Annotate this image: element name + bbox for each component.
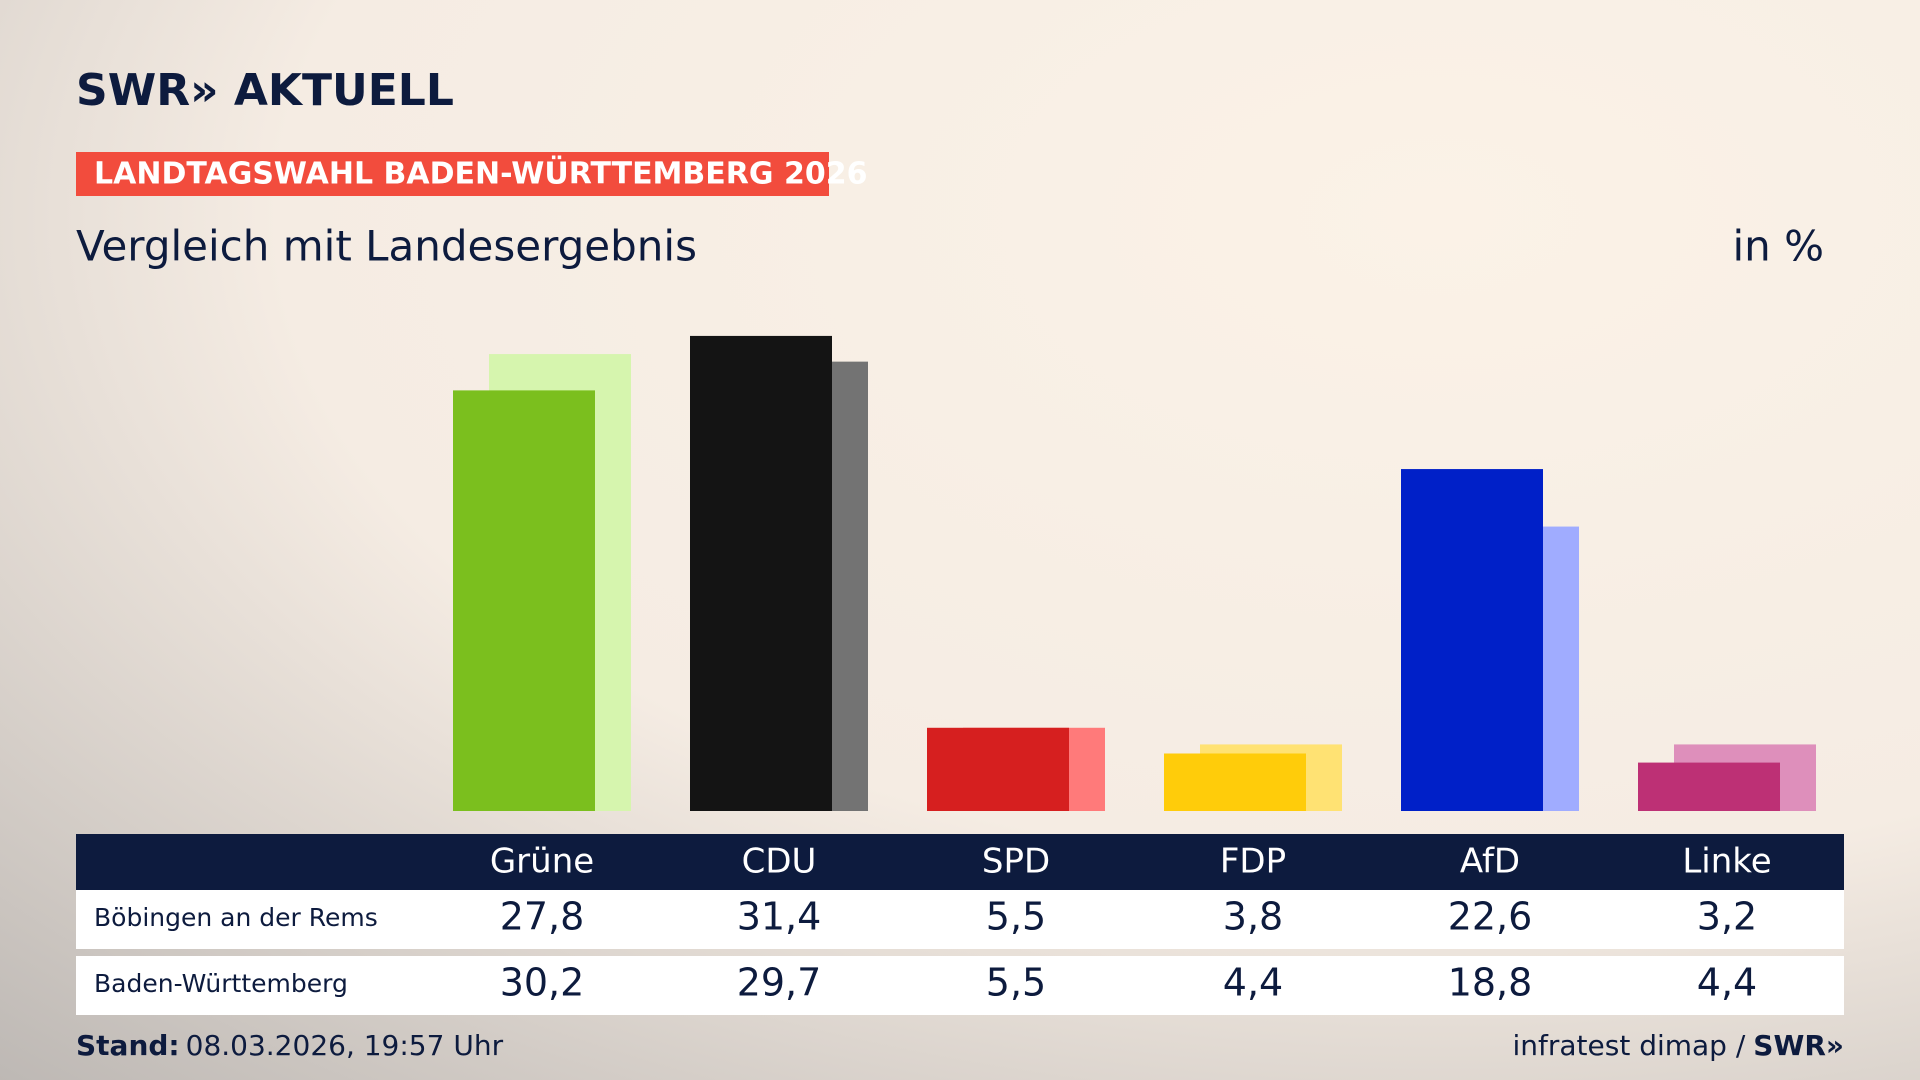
value-label: 5,5 [986,961,1046,1005]
unit-label: in % [1732,222,1824,271]
bar [927,727,1069,811]
bar [1401,469,1543,811]
table-row [76,956,1844,1015]
badge-bg [76,152,829,196]
category-label: CDU [742,842,817,882]
category-label: FDP [1220,842,1286,882]
stand: 08.03.2026, 19:57 Uhr [186,1029,504,1062]
footer-stand: Stand: 08.03.2026, 19:57 Uhr [76,1029,504,1062]
category-label: Grüne [490,842,594,882]
source-brand: SWR» [1753,1029,1844,1062]
chart-title: Vergleich mit Landesergebnis [76,222,697,271]
value-label: 4,4 [1697,961,1757,1005]
category-label: AfD [1460,842,1520,882]
bar [1638,762,1780,811]
table-header [76,834,1844,890]
source: infratest dimap / [1512,1029,1745,1062]
value-label: 30,2 [500,961,585,1005]
value-label: 3,8 [1223,895,1283,939]
bar [1164,753,1306,811]
value-label: 22,6 [1448,895,1533,939]
value-label: 27,8 [500,895,585,939]
value-label: 29,7 [737,961,822,1005]
category-label: SPD [982,842,1050,882]
badge: LANDTAGSWAHL BADEN-WÜRTTEMBERG 2026 [94,155,867,192]
bar [453,390,595,811]
value-label: 18,8 [1448,961,1533,1005]
stand-label: Stand: [76,1029,180,1062]
table-row [76,890,1844,949]
value-label: 5,5 [986,895,1046,939]
footer-source: infratest dimap / SWR» [1512,1029,1844,1062]
value-label: 3,2 [1697,895,1757,939]
category-label: Linke [1682,842,1771,882]
row-label: Baden-Württemberg [94,969,348,998]
row-label: Böbingen an der Rems [94,903,378,932]
bar [690,335,832,811]
brand-logo: SWR» AKTUELL [76,65,454,116]
value-label: 31,4 [737,895,822,939]
value-label: 4,4 [1223,961,1283,1005]
